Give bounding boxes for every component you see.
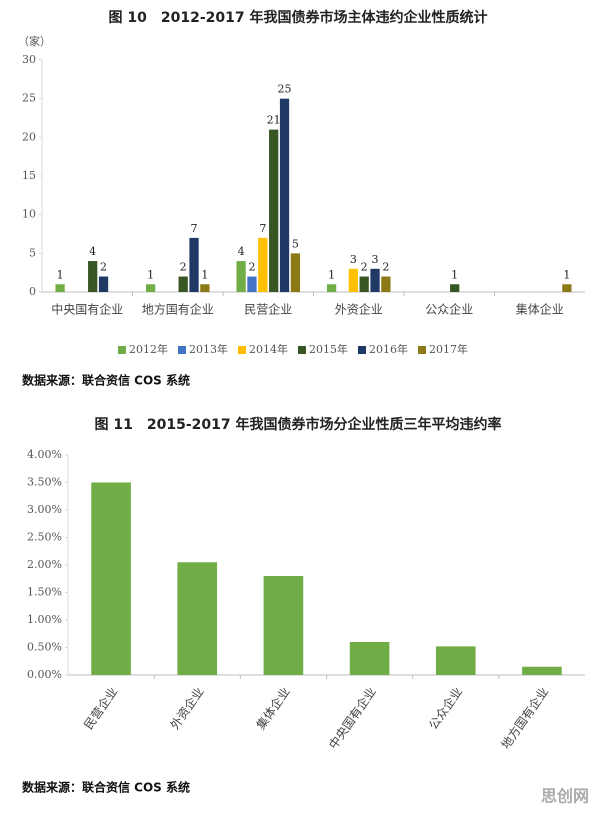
data-label: 5 — [292, 237, 299, 250]
bar — [200, 284, 210, 292]
legend-swatch — [358, 346, 366, 354]
y-tick-label: 4.00% — [27, 448, 62, 461]
source-note: 数据来源：联合资信 COS 系统 — [22, 373, 190, 388]
x-tick-label: 外资企业 — [335, 302, 383, 317]
x-tick-label: 公众企业 — [425, 302, 473, 317]
data-label: 1 — [563, 268, 570, 281]
bar — [177, 562, 218, 675]
data-label: 4 — [89, 245, 96, 258]
x-tick-label: 外资企业 — [167, 684, 207, 732]
legend-swatch — [238, 346, 246, 354]
bar — [236, 261, 246, 292]
bar — [359, 276, 369, 292]
data-label: 21 — [267, 114, 281, 127]
y-tick-label: 5 — [29, 246, 36, 259]
y-axis-label: （家） — [18, 34, 51, 48]
bar — [326, 284, 337, 292]
data-label: 3 — [372, 253, 379, 266]
data-label: 2 — [382, 261, 389, 274]
bar — [189, 237, 199, 292]
legend-label: 2013年 — [189, 342, 228, 356]
legend-swatch — [298, 346, 306, 354]
bar — [247, 276, 257, 292]
x-tick-label: 民营企业 — [244, 302, 292, 317]
y-tick-label: 1.50% — [27, 586, 62, 599]
y-tick-label: 0.00% — [27, 668, 62, 681]
source-note: 数据来源：联合资信 COS 系统 — [22, 780, 190, 795]
y-tick-label: 1.00% — [27, 613, 62, 626]
bar — [370, 268, 380, 292]
y-tick-label: 3.00% — [27, 503, 62, 516]
y-tick-label: 25 — [22, 92, 36, 105]
y-tick-label: 0.50% — [27, 641, 62, 654]
x-tick-label: 中央国有企业 — [51, 302, 123, 317]
bar — [348, 268, 358, 292]
bar — [55, 284, 65, 292]
data-label: 7 — [191, 222, 198, 235]
legend-label: 2012年 — [129, 342, 168, 356]
data-label: 2 — [361, 261, 368, 274]
bar — [88, 261, 98, 292]
y-tick-label: 3.50% — [27, 476, 62, 489]
bar — [381, 276, 391, 292]
chart-title: 图 10 2012-2017 年我国债券市场主体违约企业性质统计 — [109, 9, 488, 26]
chart-title: 图 11 2015-2017 年我国债券市场分企业性质三年平均违约率 — [95, 416, 502, 433]
bar — [258, 237, 268, 292]
y-tick-label: 20 — [22, 130, 36, 143]
x-tick-label: 公众企业 — [425, 684, 465, 732]
x-tick-label: 集体企业 — [253, 684, 293, 732]
data-label: 1 — [201, 268, 208, 281]
y-tick-label: 10 — [22, 208, 36, 221]
bar — [269, 129, 279, 292]
data-label: 2 — [180, 261, 187, 274]
data-label: 7 — [259, 222, 266, 235]
bar — [98, 276, 109, 292]
bar — [522, 666, 562, 675]
legend-label: 2016年 — [369, 342, 408, 356]
x-tick-label: 地方国有企业 — [498, 684, 552, 752]
legend-label: 2014年 — [249, 342, 288, 356]
y-tick-label: 15 — [22, 169, 36, 182]
data-label: 2 — [100, 261, 107, 274]
legend-swatch — [178, 346, 186, 354]
data-label: 1 — [451, 268, 458, 281]
bar — [435, 646, 476, 675]
data-label: 3 — [350, 253, 357, 266]
x-tick-label: 地方国有企业 — [142, 302, 214, 317]
bar — [290, 253, 301, 292]
data-label: 2 — [248, 261, 255, 274]
bar — [145, 284, 156, 292]
watermark: 思创网 — [541, 787, 589, 806]
x-tick-label: 民营企业 — [81, 684, 121, 732]
bar — [91, 482, 131, 675]
bar — [562, 284, 572, 292]
legend-swatch — [118, 346, 126, 354]
y-tick-label: 2.50% — [27, 531, 62, 544]
bar — [349, 642, 390, 675]
x-tick-label: 中央国有企业 — [325, 684, 379, 752]
data-label: 1 — [147, 268, 154, 281]
data-label: 25 — [278, 83, 292, 96]
y-tick-label: 30 — [22, 53, 36, 66]
bar — [178, 276, 188, 292]
y-tick-label: 0 — [29, 285, 36, 298]
bar — [263, 576, 304, 675]
y-tick-label: 2.00% — [27, 558, 62, 571]
legend-swatch — [418, 346, 426, 354]
data-label: 1 — [328, 268, 335, 281]
x-tick-label: 集体企业 — [516, 302, 564, 317]
legend-label: 2015年 — [309, 342, 348, 356]
data-label: 4 — [238, 245, 245, 258]
bar — [279, 98, 290, 293]
legend-label: 2017年 — [429, 342, 468, 356]
data-label: 1 — [57, 268, 64, 281]
bar — [450, 284, 460, 292]
